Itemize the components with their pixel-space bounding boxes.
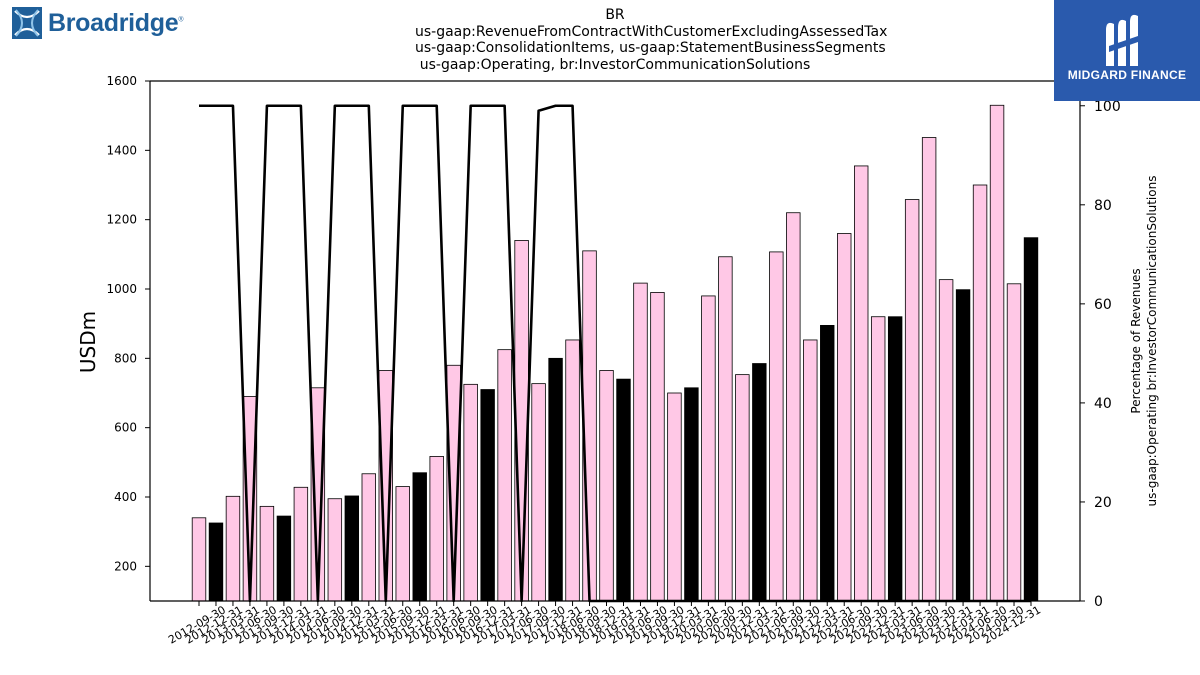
bar-2021-09-30	[803, 339, 818, 602]
y2-axis-label-line-2: us-gaap:Operating br:InvestorCommunicati…	[1145, 176, 1159, 507]
bar-2017-12-31	[548, 357, 563, 602]
y-tick-label-1000: 1000	[106, 282, 137, 296]
bar-2024-06-30	[989, 104, 1005, 602]
y2-tick-label-60: 60	[1094, 297, 1112, 313]
midgard-logo-icon	[1106, 14, 1138, 66]
midgard-badge-text: MIDGARD FINANCE	[1067, 68, 1187, 82]
y-tick-label-1600: 1600	[106, 74, 137, 88]
broadridge-logo-text: Broadridge®	[48, 8, 184, 37]
y-axis-label: USDm	[76, 311, 100, 373]
y-tick-label-600: 600	[114, 421, 137, 435]
y2-tick-label-20: 20	[1094, 495, 1112, 511]
y2-tick-label-100: 100	[1094, 99, 1121, 115]
bar-2021-03-31	[769, 251, 784, 602]
bar-2022-12-31	[887, 316, 903, 602]
bar-2016-12-31	[480, 389, 495, 602]
y2-tick-label-0: 0	[1094, 594, 1103, 610]
chart-title-line-4: us-gaap:Operating, br:InvestorCommunicat…	[419, 56, 811, 73]
bar-2013-09-30	[259, 505, 275, 602]
bar-2018-03-31	[565, 339, 580, 602]
bar-2013-03-31	[225, 495, 241, 602]
y2-axis-label-line-1: Percentage of Revenues	[1129, 268, 1143, 413]
bar-2023-12-31	[955, 289, 971, 602]
broadridge-logo-icon	[12, 7, 42, 39]
bar-2016-03-31	[429, 456, 444, 602]
bar-2017-09-30	[531, 383, 546, 602]
bar-2017-03-31	[497, 349, 512, 602]
bar-2023-09-30	[938, 279, 954, 602]
bar-2015-03-31	[361, 473, 377, 602]
bar-2023-06-30	[921, 137, 937, 602]
bar-2018-12-31	[616, 378, 631, 602]
bar-2022-09-30	[870, 316, 886, 602]
bar-2012-09-30	[191, 517, 207, 602]
bar-2015-09-30	[395, 486, 410, 602]
bar-2019-06-30	[650, 292, 665, 602]
y-tick-label-1200: 1200	[106, 213, 137, 227]
bar-2014-03-31	[293, 486, 309, 602]
y2-tick-label-80: 80	[1094, 198, 1112, 214]
chart-title-line-2: us-gaap:RevenueFromContractWithCustomerE…	[415, 23, 888, 40]
y-tick-label-1400: 1400	[106, 143, 137, 157]
bar-2020-12-31	[752, 363, 767, 602]
bar-2024-09-30	[1006, 283, 1022, 602]
bar-2012-12-31	[208, 522, 224, 602]
bar-2019-12-31	[684, 387, 699, 602]
bar-2020-03-31	[701, 295, 716, 602]
bar-2013-12-31	[276, 515, 292, 602]
bar-2018-09-30	[599, 370, 614, 602]
broadridge-logo: Broadridge®	[12, 6, 184, 40]
y-tick-label-800: 800	[114, 351, 137, 365]
chart-title-line-3: us-gaap:ConsolidationItems, us-gaap:Stat…	[415, 40, 886, 56]
bar-2014-09-30	[327, 498, 343, 602]
bar-2017-06-30	[514, 240, 529, 602]
y-tick-label-200: 200	[114, 559, 137, 573]
bar-2021-12-31	[820, 324, 835, 602]
bar-2019-09-30	[667, 392, 682, 602]
bar-2022-06-30	[854, 165, 869, 602]
y-tick-label-400: 400	[114, 490, 137, 504]
bar-2024-03-31	[972, 184, 988, 602]
bar-2014-12-31	[344, 495, 360, 602]
bar-2023-03-31	[904, 199, 920, 602]
bar-2020-06-30	[718, 256, 733, 602]
bar-2020-09-30	[735, 374, 750, 602]
bar-2016-09-30	[463, 383, 478, 602]
chart-title-line-1: BR	[605, 7, 625, 23]
bar-2015-12-31	[412, 472, 427, 602]
y2-tick-label-40: 40	[1094, 396, 1112, 412]
midgard-finance-badge: MIDGARD FINANCE	[1054, 0, 1200, 101]
bar-2022-03-31	[837, 233, 852, 602]
bar-2024-12-31	[1023, 237, 1039, 602]
bar-2021-06-30	[786, 212, 801, 602]
bar-2019-03-31	[633, 282, 648, 602]
